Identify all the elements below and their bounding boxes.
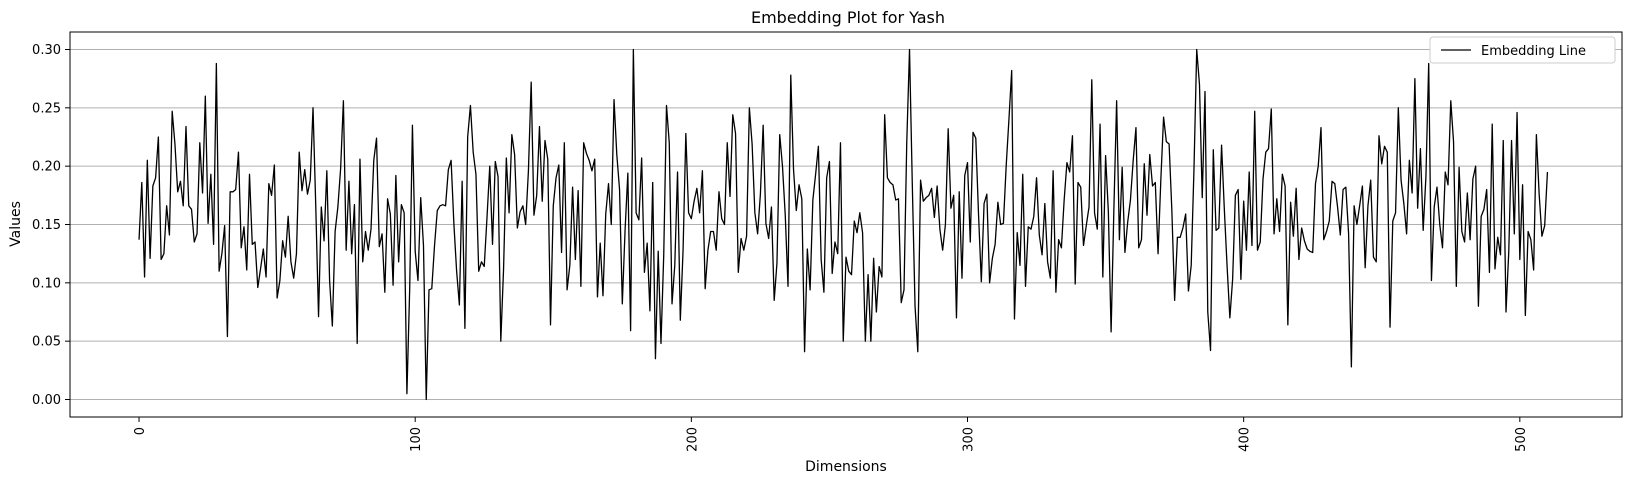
x-tick-label: 400 <box>1238 427 1253 452</box>
y-tick-label: 0.20 <box>32 160 61 175</box>
y-tick-label: 0.10 <box>32 276 61 291</box>
legend-label: Embedding Line <box>1481 44 1586 59</box>
y-tick-label: 0.15 <box>32 218 61 233</box>
x-tick-label: 200 <box>685 427 700 452</box>
y-tick-label: 0.30 <box>32 43 61 58</box>
legend-box <box>1429 36 1616 64</box>
chart-title: Embedding Plot for Yash <box>751 8 945 27</box>
x-tick-label: 500 <box>1514 427 1529 452</box>
x-tick-label: 0 <box>133 427 148 435</box>
y-axis-ticks: 0.00 0.05 0.10 0.15 0.20 0.25 0.30 <box>32 43 70 408</box>
grid-lines <box>70 49 1622 400</box>
x-axis-ticks: 0 100 200 300 400 500 <box>133 417 1529 452</box>
y-tick-label: 0.05 <box>32 335 61 350</box>
x-axis-label: Dimensions <box>805 459 887 475</box>
x-tick-label: 100 <box>409 427 424 452</box>
y-axis-label: Values <box>8 201 24 247</box>
y-tick-label: 0.25 <box>32 101 61 116</box>
y-tick-label: 0.00 <box>32 393 61 408</box>
embedding-line-series <box>138 48 1549 401</box>
legend: Embedding Line <box>1429 36 1616 64</box>
x-tick-label: 300 <box>962 427 977 452</box>
